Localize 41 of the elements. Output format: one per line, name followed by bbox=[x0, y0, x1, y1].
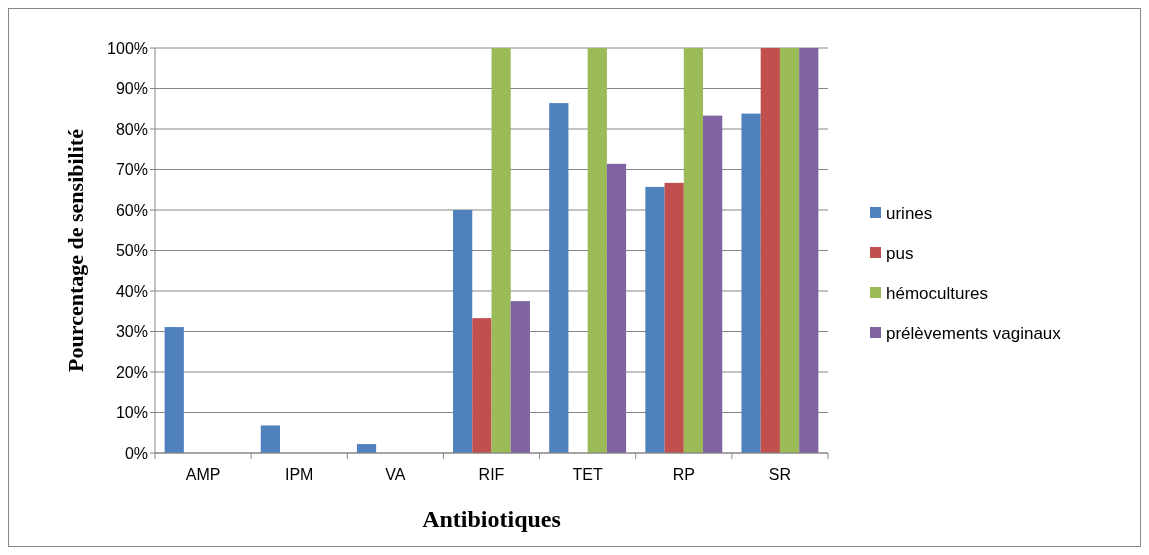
x-tick-label: IPM bbox=[284, 466, 314, 483]
y-tick-label: 50% bbox=[115, 242, 148, 260]
bar bbox=[606, 163, 627, 453]
bar bbox=[510, 301, 530, 453]
y-tick-label: 10% bbox=[115, 404, 148, 422]
x-tick-label: RP bbox=[672, 466, 695, 483]
bar bbox=[760, 48, 780, 453]
x-axis-title: Antibiotiques bbox=[422, 506, 561, 532]
y-tick-label: 20% bbox=[115, 363, 148, 381]
bar bbox=[453, 210, 473, 453]
y-tick-label: 90% bbox=[115, 80, 148, 98]
legend-label: urines bbox=[886, 203, 933, 223]
bar bbox=[472, 318, 492, 453]
bar bbox=[645, 186, 665, 453]
bar bbox=[683, 48, 704, 453]
bar bbox=[549, 103, 569, 453]
legend-label: prélèvements vaginaux bbox=[886, 323, 1062, 343]
y-tick-label: 60% bbox=[115, 201, 148, 219]
x-tick-label: RIF bbox=[478, 466, 505, 483]
bar bbox=[741, 113, 761, 453]
x-tick-label: SR bbox=[768, 466, 792, 483]
x-tick-label: TET bbox=[572, 466, 603, 483]
legend-label: hémocultures bbox=[886, 283, 989, 303]
bar bbox=[260, 425, 280, 453]
y-tick-label: 40% bbox=[115, 282, 148, 300]
bar bbox=[587, 48, 607, 453]
bar bbox=[491, 48, 511, 453]
bar bbox=[664, 182, 684, 453]
bar bbox=[799, 48, 819, 453]
y-tick-label: 80% bbox=[115, 120, 148, 138]
x-tick-label: AMP bbox=[185, 466, 221, 483]
x-tick-label: VA bbox=[385, 466, 406, 483]
bar bbox=[164, 327, 184, 453]
y-tick-label: 70% bbox=[115, 161, 148, 179]
y-tick-label: 30% bbox=[115, 323, 148, 341]
y-tick-label: 100% bbox=[107, 39, 148, 57]
bar bbox=[779, 48, 800, 453]
bar bbox=[703, 115, 723, 453]
y-tick-label: 0% bbox=[124, 444, 148, 462]
legend-label: pus bbox=[886, 243, 914, 263]
y-axis-title: Pourcentage de sensibilité bbox=[63, 128, 88, 372]
